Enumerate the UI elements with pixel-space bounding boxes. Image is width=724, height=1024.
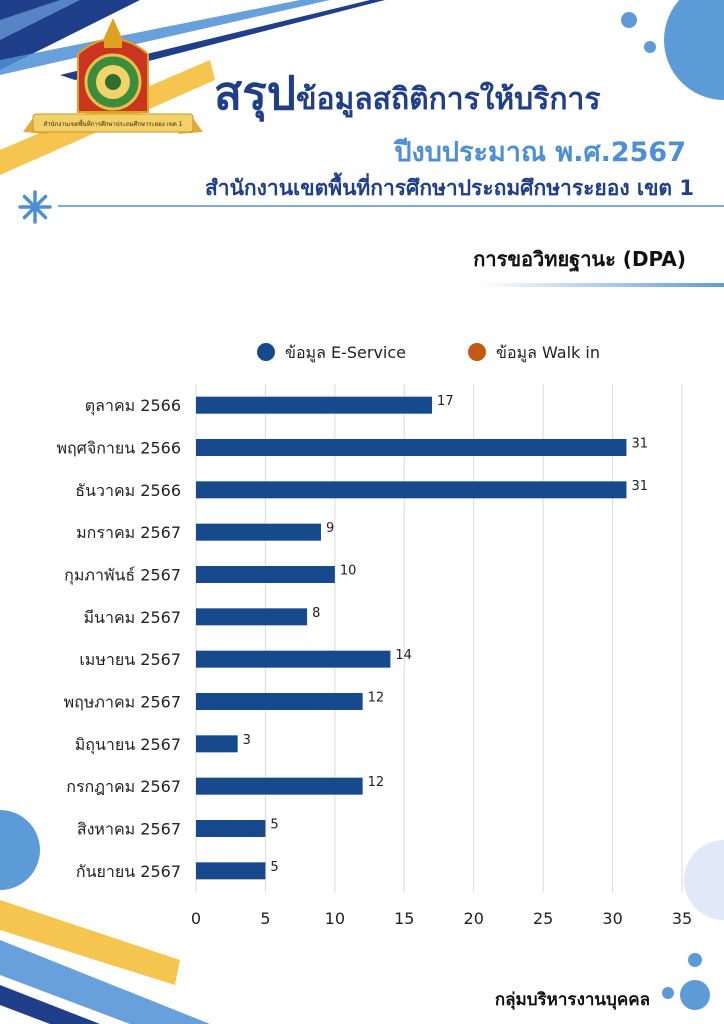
category-label: เมษายน 2567 (79, 650, 181, 669)
legend-marker-2 (468, 343, 486, 361)
category-label: มกราคม 2567 (76, 523, 181, 542)
svg-text:สำนักงานเขตพื้นที่การศึกษาประถ: สำนักงานเขตพื้นที่การศึกษาประถมศึกษาระยอ… (44, 118, 183, 128)
category-label: มิถุนายน 2567 (75, 735, 181, 755)
bar-5 (196, 566, 335, 583)
data-label: 12 (368, 775, 385, 790)
category-label: กรกฎาคม 2567 (66, 777, 181, 796)
bar-7 (196, 650, 391, 668)
office-emblem-logo: สำนักงานเขตพื้นที่การศึกษาประถมศึกษาระยอ… (23, 18, 203, 134)
category-label: ธันวาคม 2566 (75, 481, 181, 500)
data-label: 14 (395, 648, 412, 663)
data-label: 3 (243, 733, 251, 748)
bar-4 (196, 523, 321, 541)
footer-department: กลุ่มบริหารงานบุคคล (494, 990, 650, 1010)
bar-1 (196, 396, 433, 414)
page-title: สรุปข้อมูลสถิติการให้บริการ (214, 70, 600, 116)
x-tick-label: 30 (602, 909, 622, 928)
data-label: 10 (340, 564, 357, 579)
data-label: 5 (270, 860, 278, 875)
x-tick-label: 35 (672, 909, 692, 928)
section-title: การขอวิทยฐานะ (DPA) (473, 247, 686, 271)
category-label: กันยายน 2567 (76, 862, 181, 881)
x-tick-label: 0 (191, 909, 201, 928)
category-label: กุมภาพันธ์ 2567 (64, 566, 181, 586)
data-label: 31 (631, 437, 648, 452)
x-tick-label: 5 (260, 909, 270, 928)
fiscal-year-subtitle: ปีงบประมาณ พ.ศ.2567 (394, 137, 686, 168)
legend-label-2: ข้อมูล Walk in (496, 343, 600, 363)
bar-3 (196, 481, 627, 499)
x-tick-label: 15 (394, 909, 414, 928)
title-rest: ข้อมูลสถิติการให้บริการ (295, 82, 601, 117)
bar-6 (196, 608, 308, 626)
category-label: มีนาคม 2567 (83, 608, 181, 627)
data-label: 9 (326, 521, 334, 536)
office-name: สำนักงานเขตพื้นที่การศึกษาประถมศึกษาระยอ… (204, 176, 694, 200)
x-tick-label: 25 (533, 909, 553, 928)
category-label: สิงหาคม 2567 (77, 820, 181, 839)
data-label: 8 (312, 606, 320, 621)
data-label: 12 (368, 691, 385, 706)
bar-11 (196, 820, 266, 837)
category-label: พฤศจิกายน 2566 (56, 439, 181, 458)
bar-9 (196, 735, 238, 753)
bar-10 (196, 777, 363, 795)
legend-label-1: ข้อมูล E-Service (285, 343, 406, 363)
asterisk-icon (18, 190, 52, 224)
legend-marker-1 (257, 343, 275, 361)
dpa-bar-chart: ข้อมูล E-Service ข้อมูล Walk in 0 5 10 15 20 25… (56, 343, 692, 928)
title-emphasis: สรุป (214, 66, 296, 120)
x-tick-label: 10 (325, 909, 345, 928)
bar-2 (196, 439, 627, 456)
bar-12 (196, 862, 266, 880)
data-label: 31 (631, 479, 648, 494)
data-label: 17 (437, 394, 454, 409)
data-label: 5 (270, 818, 278, 833)
category-label: ตุลาคม 2566 (85, 396, 181, 416)
category-label: พฤษภาคม 2567 (64, 693, 181, 712)
x-tick-label: 20 (464, 909, 484, 928)
bar-8 (196, 693, 363, 710)
